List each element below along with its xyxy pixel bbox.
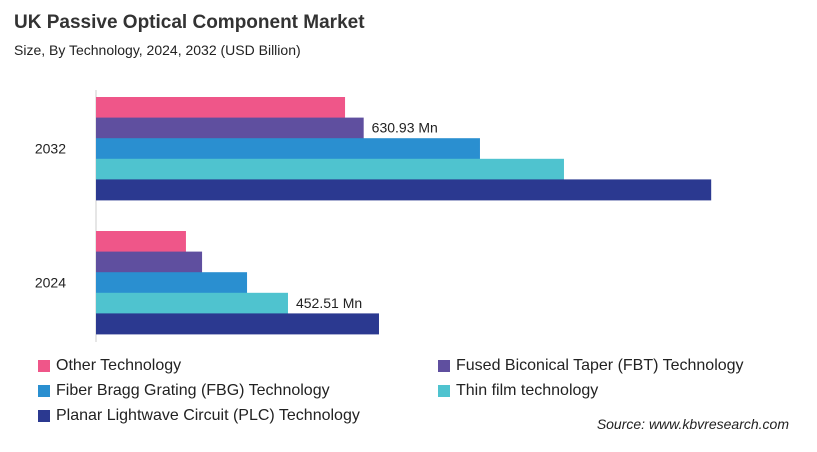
- legend-item: Fused Biconical Taper (FBT) Technology: [438, 357, 744, 375]
- bar: [96, 97, 346, 118]
- bar: [96, 313, 379, 335]
- legend-swatch: [38, 410, 50, 422]
- source-text: Source: www.kbvresearch.com: [596, 416, 789, 432]
- bar: [96, 272, 248, 294]
- legend-item: Fiber Bragg Grating (FBG) Technology: [38, 382, 330, 400]
- bar: [96, 179, 712, 201]
- bar: [96, 158, 564, 180]
- legend-swatch: [438, 360, 450, 372]
- y-tick-label: 2024: [35, 275, 66, 291]
- chart-subtitle: Size, By Technology, 2024, 2032 (USD Bil…: [14, 42, 301, 58]
- y-tick-label: 2032: [35, 141, 66, 157]
- legend-label: Planar Lightwave Circuit (PLC) Technolog…: [56, 407, 360, 424]
- bar: [96, 231, 186, 252]
- legend-item: Other Technology: [38, 357, 181, 375]
- legend-item: Thin film technology: [438, 382, 598, 400]
- legend-label: Other Technology: [56, 357, 182, 374]
- chart-title: UK Passive Optical Component Market: [14, 12, 365, 33]
- data-label: 630.93 Mn: [372, 120, 438, 136]
- bar: [96, 251, 203, 273]
- legend-item: Planar Lightwave Circuit (PLC) Technolog…: [38, 407, 360, 425]
- legend-label: Thin film technology: [456, 382, 599, 399]
- legend-swatch: [38, 360, 50, 372]
- bar: [96, 117, 364, 139]
- legend-swatch: [438, 385, 450, 397]
- legend-label: Fiber Bragg Grating (FBG) Technology: [56, 382, 330, 399]
- data-label: 452.51 Mn: [296, 295, 362, 311]
- bar: [96, 138, 480, 160]
- legend-label: Fused Biconical Taper (FBT) Technology: [456, 357, 744, 374]
- bar: [96, 292, 288, 314]
- legend-swatch: [38, 385, 50, 397]
